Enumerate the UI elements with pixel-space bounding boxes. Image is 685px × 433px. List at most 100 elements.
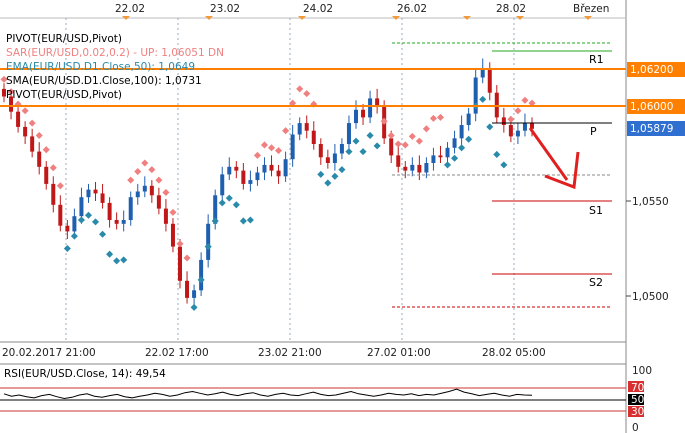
candle-body xyxy=(522,123,527,131)
candle-body xyxy=(501,117,506,125)
candle-body xyxy=(9,96,14,112)
sar-dot xyxy=(486,123,494,131)
candle-body xyxy=(466,113,471,125)
sar-dot xyxy=(380,117,388,125)
top-date-label: Březen xyxy=(573,3,609,15)
candle-body xyxy=(79,197,84,217)
sar-dot xyxy=(331,172,339,180)
sar-dot xyxy=(479,95,487,103)
indicator-pivot2-label: PIVOT(EUR/USD,Pivot) xyxy=(6,89,122,101)
candle xyxy=(255,166,260,186)
candle-body xyxy=(262,164,267,173)
time-label: 27.02 01:00 xyxy=(367,347,431,359)
candle-body xyxy=(530,123,534,129)
candle-body xyxy=(170,223,175,247)
sar-dot xyxy=(507,115,515,123)
sar-dot xyxy=(458,144,466,152)
sar-dot xyxy=(253,151,261,159)
candle-body xyxy=(213,195,218,224)
candle xyxy=(473,69,478,122)
candle-body xyxy=(473,77,478,114)
candles-layer xyxy=(2,58,534,306)
candle xyxy=(375,88,380,114)
candle xyxy=(438,145,443,163)
rsi-tick-100: 100 xyxy=(632,365,652,377)
candle-body xyxy=(16,111,21,127)
sar-dot xyxy=(120,256,128,264)
candle-body xyxy=(121,220,126,224)
sar-dot xyxy=(246,216,254,224)
sar-dot xyxy=(99,230,107,238)
candle-body xyxy=(368,98,373,118)
candle xyxy=(325,149,330,169)
candle-body xyxy=(304,123,309,131)
candle-body xyxy=(311,130,316,144)
candle xyxy=(206,214,211,268)
candle-body xyxy=(178,246,182,281)
top-date-label: 23.02 xyxy=(210,3,240,15)
sar-dot xyxy=(70,232,78,240)
candle-body xyxy=(424,163,429,173)
candle-body xyxy=(410,164,415,171)
sar-dot xyxy=(296,85,304,93)
sar-dot xyxy=(289,99,297,107)
candle xyxy=(135,183,140,205)
sar-dot xyxy=(373,142,381,150)
sar-dot xyxy=(345,148,353,156)
candle-body xyxy=(255,172,260,181)
sar-dot xyxy=(204,243,212,251)
candle-body xyxy=(389,138,394,156)
candle xyxy=(522,113,527,137)
sar-dot xyxy=(183,254,191,262)
candle xyxy=(248,170,253,192)
price-badge-current-text: 1,05879 xyxy=(630,123,673,135)
sar-dot xyxy=(528,99,536,107)
sar-dot xyxy=(176,240,184,248)
candle xyxy=(480,58,485,84)
candle-body xyxy=(290,134,295,160)
indicator-legend: PIVOT(EUR/USD,Pivot) SAR(EUR/USD,0.02,0.… xyxy=(6,33,224,101)
sar-dot xyxy=(162,188,170,196)
candle-body xyxy=(192,290,197,298)
candle-body xyxy=(480,68,485,78)
candle xyxy=(185,271,190,304)
sar-dot xyxy=(500,161,508,169)
candle-body xyxy=(332,153,337,163)
candle-body xyxy=(114,220,119,224)
candle xyxy=(93,182,98,201)
candle xyxy=(445,142,450,165)
candle-body xyxy=(241,170,246,184)
sar-dot xyxy=(394,140,402,148)
candle-body xyxy=(438,155,443,158)
forecast-arrow xyxy=(528,127,580,190)
candle-body xyxy=(354,109,358,124)
candle-body xyxy=(396,155,401,167)
pivot-label-r1: R1 xyxy=(589,53,604,66)
bottom-time-axis: 20.02.2017 21:00 22.02 17:00 23.02 21:00… xyxy=(2,347,546,359)
sar-dot xyxy=(436,113,445,121)
candle xyxy=(121,210,126,232)
price-badge-10600 xyxy=(627,99,685,114)
candle xyxy=(276,164,281,184)
sar-dot xyxy=(225,194,233,202)
candle xyxy=(128,191,133,226)
candle xyxy=(466,107,471,131)
sar-dot xyxy=(91,218,100,226)
sar-dot xyxy=(239,217,247,225)
sar-dot xyxy=(84,211,93,219)
sar-dot xyxy=(35,131,43,139)
candle xyxy=(403,161,408,179)
sar-dot xyxy=(197,276,205,284)
sar-dot xyxy=(401,141,409,149)
candle-body xyxy=(269,164,274,171)
candle xyxy=(44,161,49,190)
sar-dot xyxy=(141,159,149,167)
rsi-tick-0: 0 xyxy=(632,422,639,433)
sar-dot xyxy=(521,96,529,104)
sar-dot xyxy=(465,135,473,143)
candle-body xyxy=(163,208,168,224)
candle xyxy=(297,117,302,141)
sar-dot xyxy=(514,107,522,115)
sar-dot xyxy=(443,161,452,169)
